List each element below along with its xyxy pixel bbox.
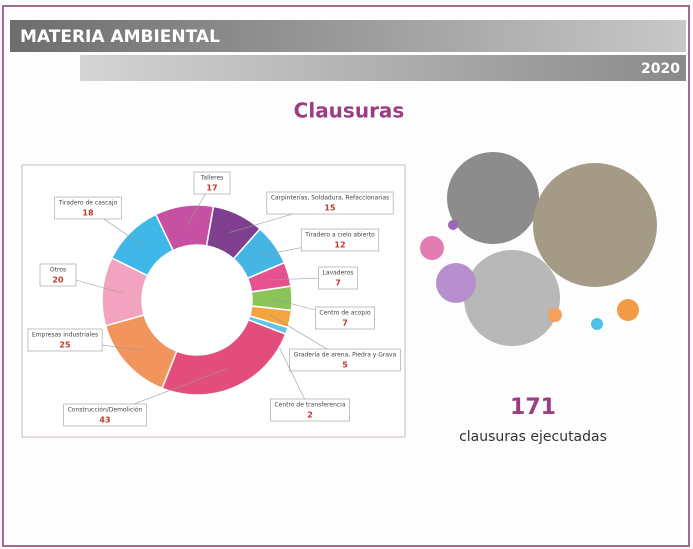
- slice-label: Gradería de arena, Piedra y Grava: [294, 352, 397, 359]
- label-box: [39, 263, 77, 287]
- slice-value: 18: [82, 209, 94, 218]
- bubble: [448, 220, 458, 230]
- slice-value: 7: [342, 319, 348, 328]
- summary-total: 171: [510, 395, 556, 420]
- label-box: [54, 196, 122, 220]
- photo: [533, 163, 657, 287]
- label-box: [315, 306, 375, 330]
- label-box: [193, 171, 231, 195]
- slice-value: 15: [324, 204, 336, 213]
- slice-value: 5: [342, 361, 348, 370]
- summary-label: clausuras ejecutadas: [459, 429, 607, 445]
- slice-value: 25: [59, 341, 71, 350]
- donut-slice: [110, 213, 175, 277]
- header-title: MATERIA AMBIENTAL: [20, 27, 220, 47]
- label-box: [300, 228, 380, 252]
- slice-label: Talleres: [200, 175, 224, 182]
- label-box: [318, 266, 358, 290]
- label-box: [266, 191, 394, 215]
- slice-value: 2: [307, 411, 313, 420]
- photo: [464, 250, 560, 346]
- photo: [447, 152, 539, 244]
- header-year: 2020: [641, 61, 680, 77]
- slice-label: Tiradero a cielo abierto: [304, 232, 375, 239]
- page-frame: [2, 5, 690, 547]
- chart-title: Clausuras: [294, 99, 405, 123]
- slice-value: 12: [334, 241, 345, 250]
- label-box: [63, 403, 147, 427]
- year-bar: [80, 55, 686, 81]
- bubble: [548, 308, 562, 322]
- slice-label: Otros: [50, 267, 66, 274]
- header-bar: [10, 20, 686, 52]
- slice-label: Lavaderos: [323, 270, 354, 277]
- slice-label: Tiradero de cascajo: [58, 200, 118, 207]
- slice-value: 43: [99, 416, 110, 425]
- slice-value: 20: [52, 276, 64, 285]
- label-box: [289, 348, 401, 372]
- slice-label: Centro de acopio: [319, 310, 370, 317]
- slice-label: Carpinterías, Soldadura, Refaccionarias: [271, 195, 389, 202]
- slice-value: 17: [206, 184, 217, 193]
- bubble: [436, 263, 476, 303]
- bubble: [617, 299, 639, 321]
- bubble: [591, 318, 603, 330]
- slice-label: Empresas industriales: [32, 332, 98, 339]
- slice-value: 7: [335, 279, 341, 288]
- label-box: [27, 328, 103, 352]
- label-box: [270, 398, 350, 422]
- slice-label: Construcción/Demolición: [68, 407, 143, 414]
- bubble: [420, 236, 444, 260]
- slice-label: Centro de transferencia: [274, 402, 345, 409]
